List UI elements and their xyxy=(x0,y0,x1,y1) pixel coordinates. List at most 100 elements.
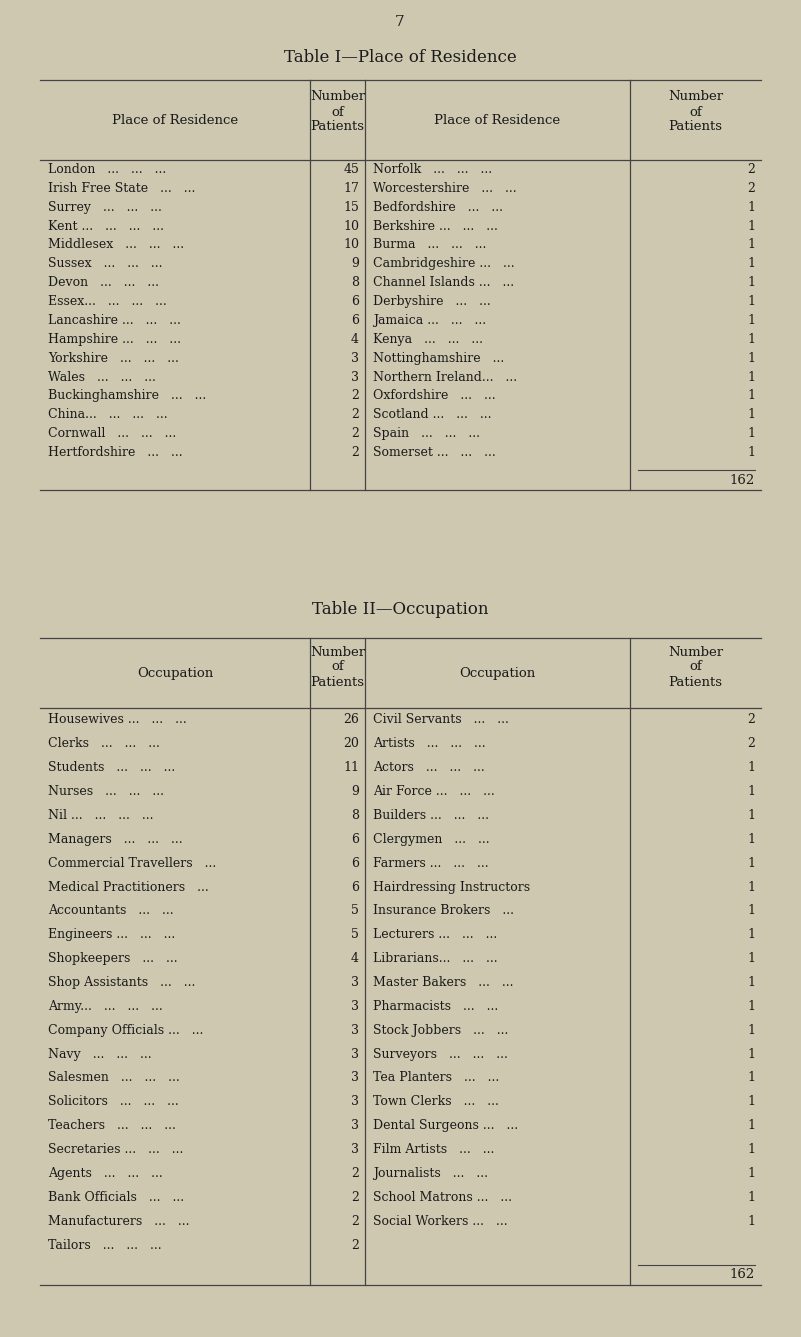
Text: Builders ...   ...   ...: Builders ... ... ... xyxy=(373,809,489,822)
Text: Insurance Brokers   ...: Insurance Brokers ... xyxy=(373,904,514,917)
Text: 1: 1 xyxy=(747,257,755,270)
Text: Artists   ...   ...   ...: Artists ... ... ... xyxy=(373,737,485,750)
Text: 1: 1 xyxy=(747,352,755,365)
Text: Buckinghamshire   ...   ...: Buckinghamshire ... ... xyxy=(48,389,206,402)
Text: Film Artists   ...   ...: Film Artists ... ... xyxy=(373,1143,494,1157)
Text: Clergymen   ...   ...: Clergymen ... ... xyxy=(373,833,489,846)
Text: 1: 1 xyxy=(747,976,755,989)
Text: Devon   ...   ...   ...: Devon ... ... ... xyxy=(48,277,159,289)
Text: Number
of
Patients: Number of Patients xyxy=(668,646,723,689)
Text: 1: 1 xyxy=(747,277,755,289)
Text: Students   ...   ...   ...: Students ... ... ... xyxy=(48,761,175,774)
Text: Tailors   ...   ...   ...: Tailors ... ... ... xyxy=(48,1238,162,1251)
Text: Journalists   ...   ...: Journalists ... ... xyxy=(373,1167,488,1181)
Text: 2: 2 xyxy=(351,408,359,421)
Text: 2: 2 xyxy=(747,714,755,726)
Text: 6: 6 xyxy=(351,833,359,846)
Text: 2: 2 xyxy=(351,428,359,440)
Text: 6: 6 xyxy=(351,314,359,328)
Text: Social Workers ...   ...: Social Workers ... ... xyxy=(373,1215,508,1227)
Text: 1: 1 xyxy=(747,1215,755,1227)
Text: School Matrons ...   ...: School Matrons ... ... xyxy=(373,1191,512,1203)
Text: 1: 1 xyxy=(747,785,755,798)
Text: 1: 1 xyxy=(747,833,755,846)
Text: 2: 2 xyxy=(351,1215,359,1227)
Text: Commercial Travellers   ...: Commercial Travellers ... xyxy=(48,857,216,869)
Text: 1: 1 xyxy=(747,1191,755,1203)
Text: Essex...   ...   ...   ...: Essex... ... ... ... xyxy=(48,295,167,308)
Text: 45: 45 xyxy=(343,163,359,176)
Text: Occupation: Occupation xyxy=(137,667,213,679)
Text: Tea Planters   ...   ...: Tea Planters ... ... xyxy=(373,1071,499,1084)
Text: Kenya   ...   ...   ...: Kenya ... ... ... xyxy=(373,333,483,346)
Text: Medical Practitioners   ...: Medical Practitioners ... xyxy=(48,881,209,893)
Text: 2: 2 xyxy=(351,1191,359,1203)
Text: Lancashire ...   ...   ...: Lancashire ... ... ... xyxy=(48,314,181,328)
Text: Hairdressing Instructors: Hairdressing Instructors xyxy=(373,881,530,893)
Text: Surrey   ...   ...   ...: Surrey ... ... ... xyxy=(48,201,162,214)
Text: 3: 3 xyxy=(351,976,359,989)
Text: Dental Surgeons ...   ...: Dental Surgeons ... ... xyxy=(373,1119,518,1132)
Text: Wales   ...   ...   ...: Wales ... ... ... xyxy=(48,370,156,384)
Text: Somerset ...   ...   ...: Somerset ... ... ... xyxy=(373,447,496,459)
Text: 3: 3 xyxy=(351,1143,359,1157)
Text: 8: 8 xyxy=(351,809,359,822)
Text: Housewives ...   ...   ...: Housewives ... ... ... xyxy=(48,714,187,726)
Text: 1: 1 xyxy=(747,1071,755,1084)
Text: Spain   ...   ...   ...: Spain ... ... ... xyxy=(373,428,480,440)
Text: Town Clerks   ...   ...: Town Clerks ... ... xyxy=(373,1095,499,1108)
Text: 162: 162 xyxy=(730,1269,755,1281)
Text: Bank Officials   ...   ...: Bank Officials ... ... xyxy=(48,1191,184,1203)
Text: Stock Jobbers   ...   ...: Stock Jobbers ... ... xyxy=(373,1024,509,1036)
Text: Teachers   ...   ...   ...: Teachers ... ... ... xyxy=(48,1119,176,1132)
Text: 17: 17 xyxy=(343,182,359,195)
Text: 1: 1 xyxy=(747,1000,755,1013)
Text: Northern Ireland...   ...: Northern Ireland... ... xyxy=(373,370,517,384)
Text: Burma   ...   ...   ...: Burma ... ... ... xyxy=(373,238,486,251)
Text: 1: 1 xyxy=(747,809,755,822)
Text: 1: 1 xyxy=(747,370,755,384)
Text: 1: 1 xyxy=(747,1024,755,1036)
Text: 162: 162 xyxy=(730,473,755,487)
Text: Shopkeepers   ...   ...: Shopkeepers ... ... xyxy=(48,952,178,965)
Text: Berkshire ...   ...   ...: Berkshire ... ... ... xyxy=(373,219,498,233)
Text: Kent ...   ...   ...   ...: Kent ... ... ... ... xyxy=(48,219,164,233)
Text: Cornwall   ...   ...   ...: Cornwall ... ... ... xyxy=(48,428,176,440)
Text: 2: 2 xyxy=(351,389,359,402)
Text: Manufacturers   ...   ...: Manufacturers ... ... xyxy=(48,1215,190,1227)
Text: Table II—Occupation: Table II—Occupation xyxy=(312,602,489,619)
Text: 3: 3 xyxy=(351,1095,359,1108)
Text: Place of Residence: Place of Residence xyxy=(112,114,238,127)
Text: Nil ...   ...   ...   ...: Nil ... ... ... ... xyxy=(48,809,154,822)
Text: 1: 1 xyxy=(747,219,755,233)
Text: Worcestershire   ...   ...: Worcestershire ... ... xyxy=(373,182,517,195)
Text: 1: 1 xyxy=(747,428,755,440)
Text: 3: 3 xyxy=(351,1048,359,1060)
Text: 5: 5 xyxy=(351,928,359,941)
Text: 7: 7 xyxy=(395,15,405,29)
Text: Secretaries ...   ...   ...: Secretaries ... ... ... xyxy=(48,1143,183,1157)
Text: 1: 1 xyxy=(747,881,755,893)
Text: Engineers ...   ...   ...: Engineers ... ... ... xyxy=(48,928,175,941)
Text: 11: 11 xyxy=(343,761,359,774)
Text: 1: 1 xyxy=(747,314,755,328)
Text: 26: 26 xyxy=(343,714,359,726)
Text: Nottinghamshire   ...: Nottinghamshire ... xyxy=(373,352,505,365)
Text: Librarians...   ...   ...: Librarians... ... ... xyxy=(373,952,497,965)
Text: Irish Free State   ...   ...: Irish Free State ... ... xyxy=(48,182,195,195)
Text: 2: 2 xyxy=(747,182,755,195)
Text: Channel Islands ...   ...: Channel Islands ... ... xyxy=(373,277,514,289)
Text: 1: 1 xyxy=(747,1095,755,1108)
Text: London   ...   ...   ...: London ... ... ... xyxy=(48,163,167,176)
Text: Solicitors   ...   ...   ...: Solicitors ... ... ... xyxy=(48,1095,179,1108)
Text: 1: 1 xyxy=(747,408,755,421)
Text: Number
of
Patients: Number of Patients xyxy=(668,91,723,134)
Text: 3: 3 xyxy=(351,1071,359,1084)
Text: 4: 4 xyxy=(351,333,359,346)
Text: 6: 6 xyxy=(351,857,359,869)
Text: 2: 2 xyxy=(351,447,359,459)
Text: 1: 1 xyxy=(747,238,755,251)
Text: Scotland ...   ...   ...: Scotland ... ... ... xyxy=(373,408,492,421)
Text: Number
of
Patients: Number of Patients xyxy=(310,91,365,134)
Text: Derbyshire   ...   ...: Derbyshire ... ... xyxy=(373,295,491,308)
